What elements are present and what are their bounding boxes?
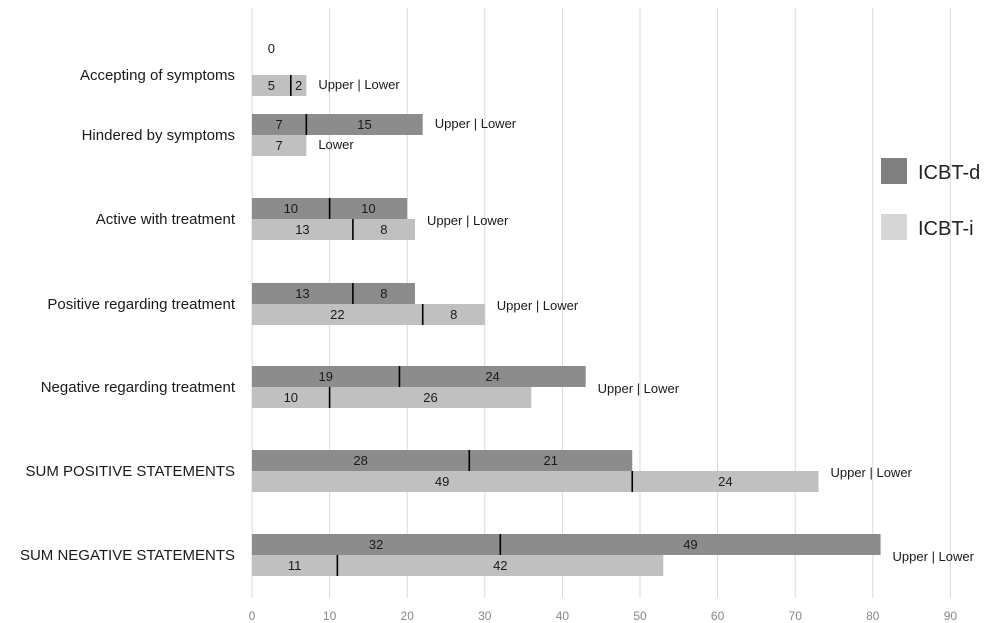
- bar-icbt-i: [252, 304, 485, 325]
- x-axis-ticks: 0 10 20 30 40 50 60 70 80 90: [249, 609, 958, 623]
- segment-label-upper: 22: [330, 307, 344, 322]
- bar-icbt-d: [252, 114, 423, 135]
- bar-icbt-d: [252, 283, 415, 304]
- category-label: Hindered by symptoms: [82, 127, 235, 144]
- segment-label-lower: 24: [485, 369, 499, 384]
- x-tick-label: 70: [789, 609, 803, 623]
- bar-icbt-i: [252, 471, 819, 492]
- x-tick-label: 0: [249, 609, 256, 623]
- bar-icbt-i: [252, 219, 415, 240]
- segment-label-upper: 5: [268, 78, 275, 93]
- segment-label-upper: 10: [284, 390, 298, 405]
- bar-annotation: Upper | Lower: [435, 116, 517, 131]
- bar-icbt-i: [252, 135, 307, 156]
- category-label: Active with treatment: [96, 211, 236, 228]
- bar-icbt-d: [252, 534, 881, 555]
- segment-label-lower: 15: [357, 117, 371, 132]
- segment-label-lower: 2: [295, 78, 302, 93]
- segment-label-upper: 7: [276, 117, 283, 132]
- segment-label-upper: 19: [318, 369, 332, 384]
- bar-icbt-i: [252, 555, 664, 576]
- x-tick-label: 40: [556, 609, 570, 623]
- segment-label-lower: 8: [450, 307, 457, 322]
- bar-icbt-i: [252, 75, 307, 96]
- bars: 0 5 2 Upper | Lower 7 15 Upper | Lower 7 Lower 10…: [252, 41, 975, 576]
- x-tick-label: 30: [478, 609, 492, 623]
- category-labels: Accepting of symptoms Hindered by symptom…: [20, 67, 236, 564]
- segment-label-lower: 8: [380, 286, 387, 301]
- segment-label-lower: 24: [718, 474, 732, 489]
- category-label: SUM NEGATIVE STATEMENTS: [20, 547, 235, 564]
- gridlines: [251, 8, 951, 598]
- category-label: Positive regarding treatment: [47, 296, 235, 313]
- segment-label-lower: 8: [380, 222, 387, 237]
- pair-annotation: Upper | Lower: [893, 549, 975, 564]
- x-tick-label: 20: [401, 609, 415, 623]
- x-tick-label: 50: [633, 609, 647, 623]
- segment-label-lower: 7: [276, 138, 283, 153]
- pair-annotation: Upper | Lower: [598, 381, 680, 396]
- bar-icbt-d: [252, 450, 633, 471]
- x-tick-label: 60: [711, 609, 725, 623]
- category-label: Accepting of symptoms: [80, 67, 235, 84]
- segment-label-upper: 32: [369, 537, 383, 552]
- category-label: SUM POSITIVE STATEMENTS: [26, 463, 235, 480]
- legend-label-icbt-d: ICBT-d: [918, 162, 980, 184]
- segment-label-upper: 10: [284, 201, 298, 216]
- x-tick-label: 90: [944, 609, 958, 623]
- segment-label-upper: 0: [268, 41, 275, 56]
- bar-icbt-d: [252, 366, 586, 387]
- x-tick-label: 80: [866, 609, 880, 623]
- bar-annotation: Lower: [318, 137, 354, 152]
- segment-label-upper: 49: [435, 474, 449, 489]
- segment-label-upper: 13: [295, 286, 309, 301]
- legend-swatch-icbt-i: [881, 214, 907, 240]
- bar-icbt-i: [252, 387, 532, 408]
- bar-annotation: Upper | Lower: [318, 77, 400, 92]
- legend-swatch-icbt-d: [881, 158, 907, 184]
- segment-label-upper: 11: [288, 558, 302, 573]
- segment-label-upper: 28: [353, 453, 367, 468]
- pair-annotation: Upper | Lower: [427, 213, 509, 228]
- segment-label-lower: 10: [361, 201, 375, 216]
- pair-annotation: Upper | Lower: [497, 298, 579, 313]
- pair-annotation: Upper | Lower: [830, 465, 912, 480]
- segment-label-upper: 13: [295, 222, 309, 237]
- segment-label-lower: 21: [544, 453, 558, 468]
- segment-label-lower: 49: [683, 537, 697, 552]
- legend: ICBT-d ICBT-i: [881, 158, 980, 240]
- legend-label-icbt-i: ICBT-i: [918, 218, 974, 240]
- segment-label-lower: 42: [493, 558, 507, 573]
- segment-label-lower: 26: [423, 390, 437, 405]
- x-tick-label: 10: [323, 609, 337, 623]
- category-label: Negative regarding treatment: [41, 379, 236, 396]
